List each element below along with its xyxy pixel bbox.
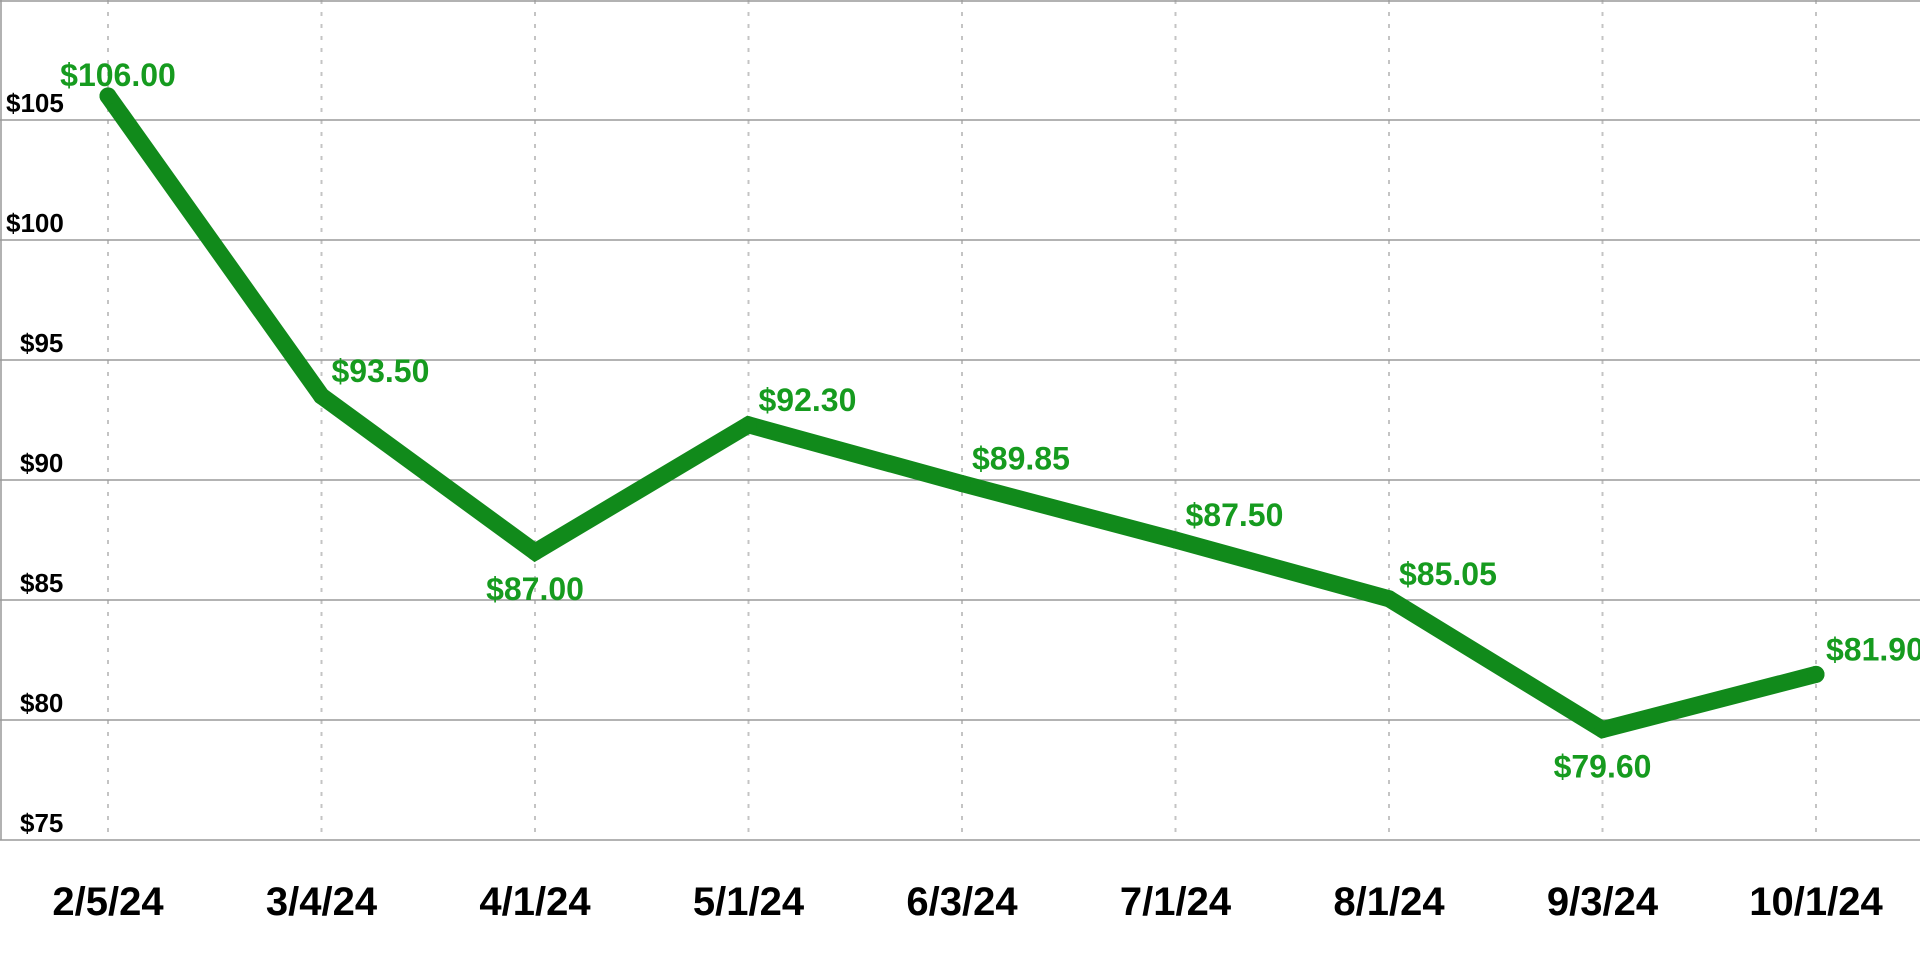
x-tick-label: 3/4/24	[266, 880, 378, 924]
data-point	[1167, 531, 1184, 549]
y-tick-label: $90	[20, 448, 63, 478]
data-label: $106.00	[60, 57, 176, 93]
data-label: $81.90	[1826, 631, 1920, 667]
y-tick-label: $95	[20, 328, 63, 358]
y-tick-label: $100	[6, 208, 64, 238]
x-tick-label: 5/1/24	[693, 880, 805, 924]
x-tick-label: 4/1/24	[479, 880, 591, 924]
data-label: $93.50	[332, 353, 430, 389]
data-point	[740, 416, 757, 434]
data-point	[526, 543, 544, 561]
x-tick-label: 2/5/24	[52, 880, 164, 924]
data-point	[1594, 721, 1611, 739]
data-label: $79.60	[1554, 749, 1652, 785]
series-line	[99, 87, 1825, 739]
y-axis-tick-labels: $75 $80 $85 $90 $95 $100 $105	[6, 88, 64, 838]
y-tick-label: $105	[6, 88, 64, 118]
data-point	[99, 87, 117, 105]
y-tick-label: $75	[20, 808, 63, 838]
x-tick-label: 8/1/24	[1333, 880, 1445, 924]
data-point	[1380, 590, 1398, 608]
x-tick-label: 9/3/24	[1547, 880, 1659, 924]
data-label: $87.00	[486, 571, 584, 607]
y-tick-label: $85	[20, 568, 63, 598]
x-axis-tick-labels: 2/5/24 3/4/24 4/1/24 5/1/24 6/3/24 7/1/24 8/1/…	[52, 880, 1883, 924]
data-label: $87.50	[1186, 497, 1284, 533]
x-tick-label: 6/3/24	[906, 880, 1018, 924]
data-label: $85.05	[1399, 556, 1497, 592]
y-tick-label: $80	[20, 688, 63, 718]
data-point	[313, 387, 330, 405]
data-label: $92.30	[759, 382, 857, 418]
x-tick-label: 7/1/24	[1120, 880, 1232, 924]
data-labels: $106.00 $93.50 $87.00 $92.30 $89.85 $87.50 $85…	[60, 57, 1920, 785]
data-point	[1807, 665, 1825, 683]
data-point	[953, 475, 971, 493]
series-group	[99, 87, 1825, 739]
x-tick-label: 10/1/24	[1749, 880, 1883, 924]
data-label: $89.85	[972, 441, 1070, 477]
